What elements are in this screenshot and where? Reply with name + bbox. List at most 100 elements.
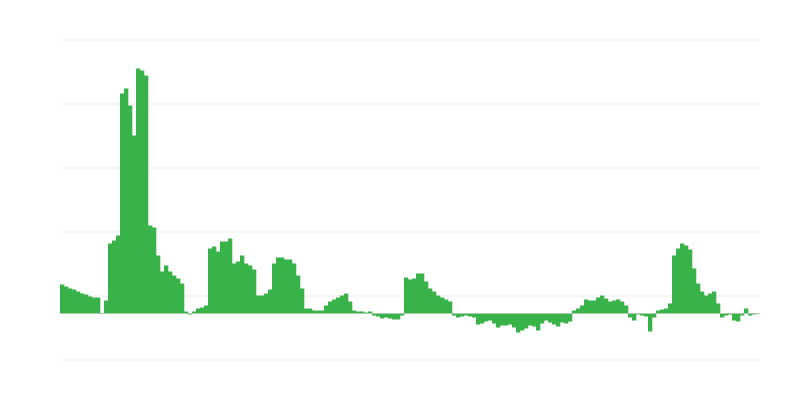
bar	[388, 313, 393, 319]
bar	[696, 283, 701, 314]
bar	[116, 235, 121, 314]
bar	[148, 225, 153, 314]
bar	[392, 313, 397, 320]
bar	[80, 293, 85, 314]
bar	[268, 289, 273, 314]
bar	[524, 313, 529, 329]
bar	[316, 310, 321, 314]
bar	[736, 313, 741, 322]
bar	[224, 241, 229, 314]
bar	[264, 293, 269, 314]
bar	[444, 299, 449, 314]
bar	[236, 261, 241, 314]
bar	[124, 88, 129, 314]
bar	[592, 300, 597, 314]
bar	[584, 299, 589, 314]
bar	[360, 311, 365, 314]
bar	[456, 313, 461, 318]
bar	[272, 263, 277, 314]
bar	[408, 279, 413, 314]
bar	[112, 240, 117, 314]
bar	[560, 313, 565, 323]
bar	[652, 313, 657, 318]
bar	[332, 299, 337, 314]
bar	[192, 311, 197, 314]
bar	[620, 301, 625, 314]
bar	[248, 265, 253, 314]
bar	[324, 305, 329, 314]
bar	[364, 312, 369, 314]
bar	[684, 245, 689, 314]
bar	[140, 70, 145, 314]
bar	[660, 309, 665, 314]
bar	[244, 263, 249, 314]
bar	[300, 288, 305, 314]
bar	[188, 313, 193, 315]
bar	[644, 313, 649, 317]
bar	[308, 308, 313, 314]
bar	[296, 275, 301, 314]
bar	[588, 300, 593, 314]
bar	[164, 265, 169, 314]
bar	[500, 313, 505, 326]
bar	[504, 313, 509, 326]
bar	[704, 295, 709, 314]
bar	[368, 311, 373, 314]
bar	[672, 255, 677, 314]
bar	[728, 313, 733, 315]
bar	[732, 313, 737, 321]
bar	[492, 313, 497, 324]
bar	[720, 313, 725, 318]
bar	[284, 259, 289, 314]
bar	[612, 300, 617, 314]
bar	[712, 291, 717, 314]
bar	[220, 241, 225, 314]
bar	[352, 310, 357, 314]
bar	[680, 243, 685, 314]
bar	[676, 248, 681, 314]
bar	[632, 313, 637, 321]
bar	[356, 311, 361, 314]
bar	[424, 281, 429, 314]
bar	[468, 313, 473, 317]
bar	[168, 271, 173, 314]
bar	[608, 301, 613, 314]
bar	[232, 263, 237, 314]
bar	[552, 313, 557, 325]
bar	[380, 313, 385, 319]
bar	[252, 269, 257, 314]
bar	[448, 301, 453, 314]
bar	[472, 313, 477, 318]
bar	[536, 313, 541, 331]
bar	[512, 313, 517, 328]
bar	[700, 291, 705, 314]
bar	[516, 313, 521, 333]
bar	[428, 288, 433, 314]
bar	[532, 313, 537, 327]
bar	[212, 246, 217, 314]
bar	[452, 313, 457, 316]
bar	[416, 273, 421, 314]
bar	[636, 313, 641, 315]
bar	[740, 313, 745, 316]
bar	[752, 313, 757, 315]
bar	[572, 310, 577, 314]
bar	[108, 243, 113, 314]
bar	[372, 313, 377, 316]
bar	[256, 295, 261, 314]
bar	[344, 293, 349, 314]
bar	[748, 313, 753, 316]
bar	[196, 308, 201, 314]
bar	[204, 305, 209, 314]
bar	[580, 305, 585, 314]
bar	[648, 313, 653, 332]
bar	[744, 308, 749, 314]
bar	[320, 310, 325, 314]
bar	[564, 313, 569, 324]
bar	[184, 311, 189, 314]
bar	[568, 313, 573, 322]
bar	[616, 299, 621, 314]
bar	[488, 313, 493, 321]
bar	[216, 251, 221, 314]
bar	[484, 313, 489, 322]
